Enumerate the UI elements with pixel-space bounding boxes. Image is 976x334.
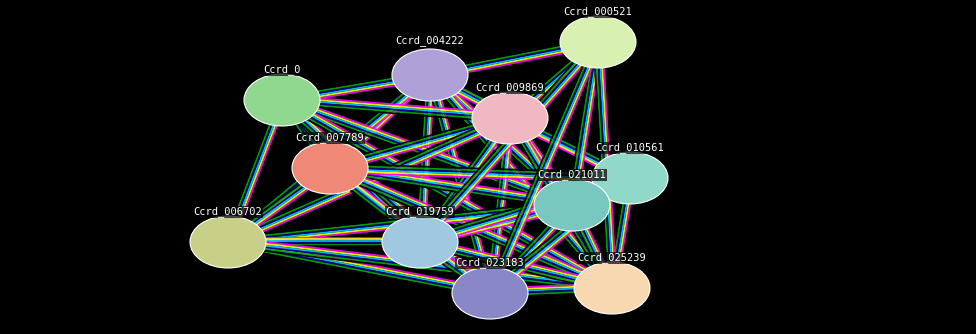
Text: Ccrd_023183: Ccrd_023183 xyxy=(456,258,524,269)
Text: Ccrd_0: Ccrd_0 xyxy=(264,64,301,75)
Ellipse shape xyxy=(190,216,266,268)
Ellipse shape xyxy=(452,267,528,319)
Ellipse shape xyxy=(534,179,610,231)
Text: Ccrd_006702: Ccrd_006702 xyxy=(193,206,263,217)
Text: Ccrd_007789: Ccrd_007789 xyxy=(296,133,364,144)
Ellipse shape xyxy=(560,16,636,68)
Text: Ccrd_025239: Ccrd_025239 xyxy=(578,253,646,264)
Text: Ccrd_019759: Ccrd_019759 xyxy=(386,206,455,217)
Ellipse shape xyxy=(292,142,368,194)
Text: Ccrd_004222: Ccrd_004222 xyxy=(395,35,465,46)
Ellipse shape xyxy=(574,262,650,314)
Text: Ccrd_010561: Ccrd_010561 xyxy=(595,143,665,153)
Ellipse shape xyxy=(472,92,548,144)
Text: Ccrd_009869: Ccrd_009869 xyxy=(475,82,545,94)
Ellipse shape xyxy=(592,152,668,204)
Ellipse shape xyxy=(392,49,468,101)
Ellipse shape xyxy=(244,74,320,126)
Text: Ccrd_021011: Ccrd_021011 xyxy=(538,170,606,180)
Text: Ccrd_000521: Ccrd_000521 xyxy=(563,7,632,17)
Ellipse shape xyxy=(382,216,458,268)
